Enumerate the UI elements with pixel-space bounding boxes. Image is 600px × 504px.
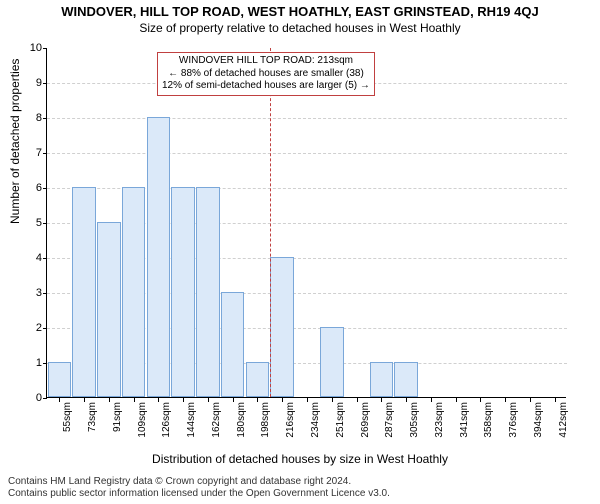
histogram-bar [171, 187, 195, 397]
histogram-bar [320, 327, 344, 397]
xtick-label: 109sqm [137, 402, 148, 438]
histogram-bar [394, 362, 418, 397]
xtick-label: 73sqm [87, 402, 98, 432]
histogram-bar [122, 187, 146, 397]
xtick-mark [84, 398, 85, 402]
xtick-mark [530, 398, 531, 402]
ytick-mark [43, 188, 47, 189]
ytick-mark [43, 153, 47, 154]
histogram-bar [246, 362, 270, 397]
xtick-label: 180sqm [236, 402, 247, 438]
xtick-label: 305sqm [409, 402, 420, 438]
xtick-label: 376sqm [508, 402, 519, 438]
plot-area: 55sqm73sqm91sqm109sqm126sqm144sqm162sqm1… [46, 48, 566, 398]
annotation-line: WINDOVER HILL TOP ROAD: 213sqm [162, 55, 370, 68]
ytick-label: 4 [22, 252, 42, 264]
xtick-mark [480, 398, 481, 402]
ytick-mark [43, 293, 47, 294]
xtick-mark [257, 398, 258, 402]
xtick-mark [109, 398, 110, 402]
annotation-line: 12% of semi-detached houses are larger (… [162, 80, 370, 93]
ytick-mark [43, 258, 47, 259]
xtick-mark [456, 398, 457, 402]
xtick-mark [381, 398, 382, 402]
footer-line2: Contains public sector information licen… [8, 488, 390, 500]
ytick-label: 9 [22, 77, 42, 89]
xtick-label: 358sqm [483, 402, 494, 438]
ytick-mark [43, 398, 47, 399]
ytick-label: 1 [22, 357, 42, 369]
xtick-label: 394sqm [533, 402, 544, 438]
xtick-mark [158, 398, 159, 402]
xtick-label: 55sqm [62, 402, 73, 432]
xtick-mark [282, 398, 283, 402]
histogram-bar [147, 117, 171, 397]
ytick-mark [43, 83, 47, 84]
reference-line [270, 48, 271, 397]
xtick-mark [332, 398, 333, 402]
xtick-mark [357, 398, 358, 402]
histogram-bar [48, 362, 72, 397]
ytick-label: 7 [22, 147, 42, 159]
xtick-label: 144sqm [186, 402, 197, 438]
xtick-mark [59, 398, 60, 402]
histogram-bar [270, 257, 294, 397]
ytick-label: 10 [22, 42, 42, 54]
xtick-label: 216sqm [285, 402, 296, 438]
histogram-bar [97, 222, 121, 397]
xtick-label: 323sqm [434, 402, 445, 438]
ytick-label: 3 [22, 287, 42, 299]
annotation-line: ← 88% of detached houses are smaller (38… [162, 68, 370, 81]
xtick-label: 198sqm [260, 402, 271, 438]
xtick-label: 126sqm [161, 402, 172, 438]
xtick-mark [134, 398, 135, 402]
ytick-label: 0 [22, 392, 42, 404]
annotation-box: WINDOVER HILL TOP ROAD: 213sqm← 88% of d… [157, 52, 375, 96]
xtick-mark [431, 398, 432, 402]
gridline [47, 153, 567, 154]
ytick-label: 2 [22, 322, 42, 334]
gridline [47, 118, 567, 119]
xtick-label: 287sqm [384, 402, 395, 438]
xtick-label: 341sqm [459, 402, 470, 438]
histogram-bar [72, 187, 96, 397]
ytick-mark [43, 223, 47, 224]
xtick-mark [505, 398, 506, 402]
histogram-bar [370, 362, 394, 397]
ytick-mark [43, 118, 47, 119]
ytick-label: 6 [22, 182, 42, 194]
ytick-mark [43, 48, 47, 49]
xtick-label: 269sqm [360, 402, 371, 438]
xtick-mark [406, 398, 407, 402]
x-axis-label: Distribution of detached houses by size … [0, 452, 600, 466]
chart-title-main: WINDOVER, HILL TOP ROAD, WEST HOATHLY, E… [0, 4, 600, 19]
xtick-label: 251sqm [335, 402, 346, 438]
footer-line1: Contains HM Land Registry data © Crown c… [8, 476, 390, 488]
xtick-label: 91sqm [112, 402, 123, 432]
xtick-label: 412sqm [558, 402, 569, 438]
ytick-mark [43, 363, 47, 364]
xtick-mark [555, 398, 556, 402]
ytick-mark [43, 328, 47, 329]
xtick-mark [208, 398, 209, 402]
footer-attribution: Contains HM Land Registry data © Crown c… [8, 476, 390, 500]
chart-area: 55sqm73sqm91sqm109sqm126sqm144sqm162sqm1… [46, 48, 566, 398]
ytick-label: 5 [22, 217, 42, 229]
xtick-mark [183, 398, 184, 402]
ytick-label: 8 [22, 112, 42, 124]
chart-title-sub: Size of property relative to detached ho… [0, 21, 600, 35]
y-axis-label: Number of detached properties [8, 59, 22, 224]
xtick-mark [307, 398, 308, 402]
histogram-bar [196, 187, 220, 397]
histogram-bar [221, 292, 245, 397]
xtick-label: 234sqm [310, 402, 321, 438]
xtick-label: 162sqm [211, 402, 222, 438]
xtick-mark [233, 398, 234, 402]
